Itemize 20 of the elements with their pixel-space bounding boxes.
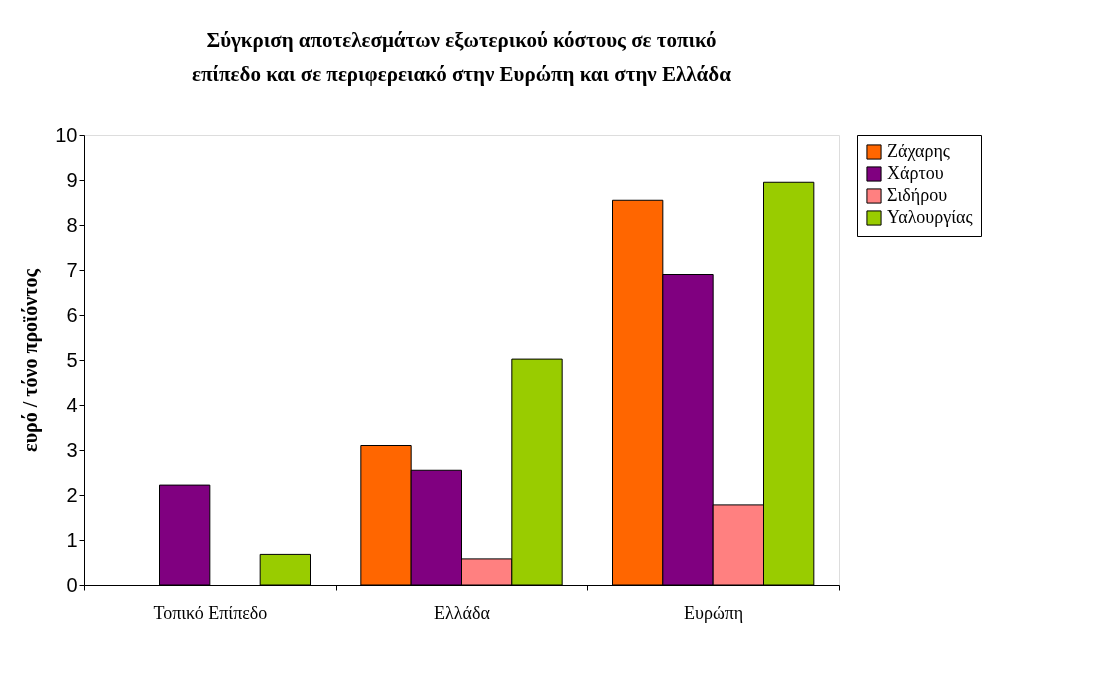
y-axis-title: ευρό / τόνο προϊόντος: [19, 268, 43, 452]
x-tick-label: Ευρώπη: [684, 602, 744, 623]
y-tick-label: 8: [66, 213, 78, 236]
y-tick-label: 0: [66, 573, 78, 596]
y-tick-label: 6: [66, 303, 78, 326]
legend-label: Ζάχαρης: [887, 141, 950, 161]
legend-label: Σιδήρου: [887, 185, 948, 205]
x-tick-label: Ελλάδα: [434, 602, 491, 623]
y-tick-label: 7: [66, 258, 78, 281]
y-tick-label: 1: [66, 528, 78, 551]
y-tick-label: 10: [55, 123, 78, 146]
y-tick-label: 5: [66, 348, 78, 371]
legend-label: Υαλουργίας: [887, 207, 973, 227]
x-tick-label: Τοπικό Επίπεδο: [153, 602, 268, 623]
y-tick-label: 3: [66, 438, 78, 461]
y-tick-label: 4: [66, 393, 78, 416]
y-tick-label: 2: [66, 483, 78, 506]
legend-label: Χάρτου: [887, 163, 944, 183]
y-tick-label: 9: [66, 168, 78, 191]
chart-title: Σύγκριση αποτελεσμάτων εξωτερικού κόστους σε τοπικό επίπεδο και σε περιφερειακό στην Ευρώπη και στην Ελλάδα: [192, 28, 732, 86]
